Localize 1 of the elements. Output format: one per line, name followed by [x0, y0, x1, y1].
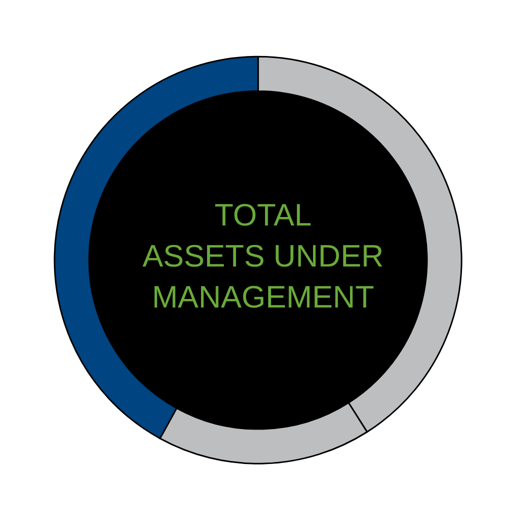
- text: TOTAL ASSETS UNDER MANAGEMENT: [142, 198, 384, 314]
